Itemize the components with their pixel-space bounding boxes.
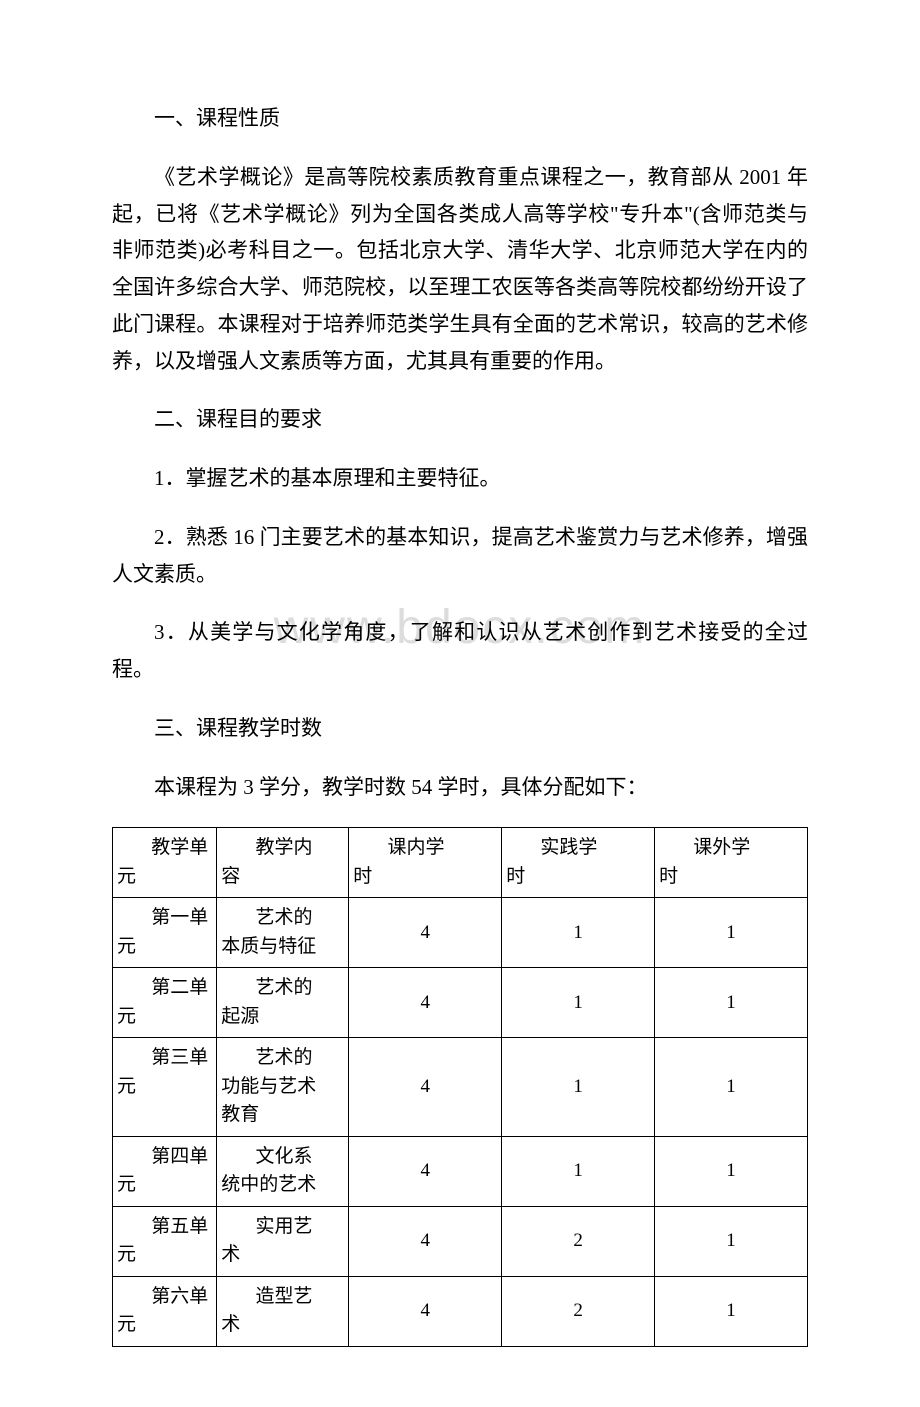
cell-practice: 1 <box>502 1038 655 1137</box>
cell-out-class: 1 <box>655 1206 808 1276</box>
section2-item3: 3．从美学与文化学角度，了解和认识从艺术创作到艺术接受的全过程。 <box>112 614 808 688</box>
cell-out-class: 1 <box>655 1276 808 1346</box>
cell-practice: 1 <box>502 898 655 968</box>
cell-unit: 第三单 元 <box>113 1038 217 1137</box>
section2-item1: 1．掌握艺术的基本原理和主要特征。 <box>112 460 808 497</box>
cell-in-class: 4 <box>349 1276 502 1346</box>
table-row: 第三单 元 艺术的 功能与艺术 教育 4 1 1 <box>113 1038 808 1137</box>
table-row: 第六单 元 造型艺 术 4 2 1 <box>113 1276 808 1346</box>
section3-intro: 本课程为 3 学分，教学时数 54 学时，具体分配如下： <box>112 769 808 806</box>
cell-out-class: 1 <box>655 968 808 1038</box>
cell-out-class: 1 <box>655 1038 808 1137</box>
header-out-class: 课外学 时 <box>655 828 808 898</box>
section3-title: 三、课程教学时数 <box>112 710 808 747</box>
header-unit: 教学单 元 <box>113 828 217 898</box>
cell-in-class: 4 <box>349 1136 502 1206</box>
cell-practice: 1 <box>502 1136 655 1206</box>
cell-in-class: 4 <box>349 1206 502 1276</box>
section1-title: 一、课程性质 <box>112 100 808 137</box>
header-practice: 实践学 时 <box>502 828 655 898</box>
cell-unit: 第六单 元 <box>113 1276 217 1346</box>
cell-in-class: 4 <box>349 898 502 968</box>
document-content: 一、课程性质 《艺术学概论》是高等院校素质教育重点课程之一，教育部从 2001 … <box>112 100 808 1347</box>
table-header-row: 教学单 元 教学内 容 课内学 时 实践学 时 课外学 时 <box>113 828 808 898</box>
cell-unit: 第二单 元 <box>113 968 217 1038</box>
header-content: 教学内 容 <box>217 828 349 898</box>
cell-unit: 第一单 元 <box>113 898 217 968</box>
cell-practice: 1 <box>502 968 655 1038</box>
cell-in-class: 4 <box>349 968 502 1038</box>
cell-unit: 第四单 元 <box>113 1136 217 1206</box>
table-row: 第四单 元 文化系 统中的艺术 4 1 1 <box>113 1136 808 1206</box>
cell-out-class: 1 <box>655 898 808 968</box>
cell-content: 艺术的 本质与特征 <box>217 898 349 968</box>
cell-in-class: 4 <box>349 1038 502 1137</box>
section1-body: 《艺术学概论》是高等院校素质教育重点课程之一，教育部从 2001 年起，已将《艺… <box>112 159 808 380</box>
table-row: 第一单 元 艺术的 本质与特征 4 1 1 <box>113 898 808 968</box>
cell-practice: 2 <box>502 1206 655 1276</box>
cell-out-class: 1 <box>655 1136 808 1206</box>
cell-unit: 第五单 元 <box>113 1206 217 1276</box>
table-row: 第二单 元 艺术的 起源 4 1 1 <box>113 968 808 1038</box>
header-in-class: 课内学 时 <box>349 828 502 898</box>
cell-content: 实用艺 术 <box>217 1206 349 1276</box>
section2-title: 二、课程目的要求 <box>112 401 808 438</box>
cell-content: 造型艺 术 <box>217 1276 349 1346</box>
cell-practice: 2 <box>502 1276 655 1346</box>
table-row: 第五单 元 实用艺 术 4 2 1 <box>113 1206 808 1276</box>
hours-table-wrap: 教学单 元 教学内 容 课内学 时 实践学 时 课外学 时 <box>112 827 808 1347</box>
cell-content: 艺术的 功能与艺术 教育 <box>217 1038 349 1137</box>
section2-item2: 2．熟悉 16 门主要艺术的基本知识，提高艺术鉴赏力与艺术修养，增强人文素质。 <box>112 519 808 593</box>
cell-content: 艺术的 起源 <box>217 968 349 1038</box>
hours-table: 教学单 元 教学内 容 课内学 时 实践学 时 课外学 时 <box>112 827 808 1347</box>
cell-content: 文化系 统中的艺术 <box>217 1136 349 1206</box>
